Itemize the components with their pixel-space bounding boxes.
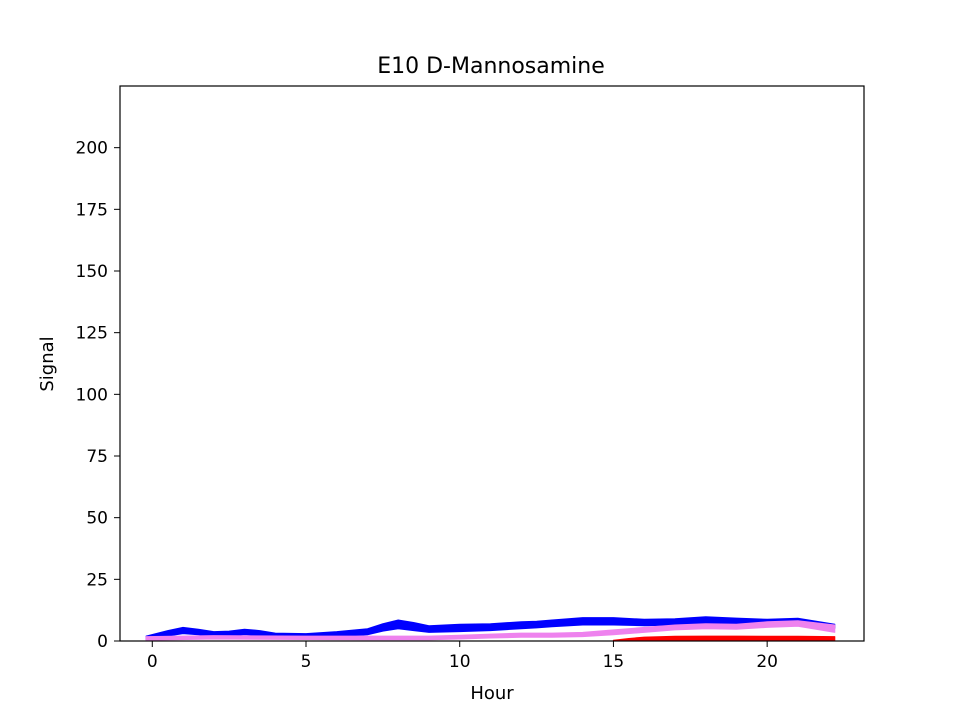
x-tick-label: 0 xyxy=(147,652,158,672)
y-tick-label: 100 xyxy=(76,385,108,405)
series-band-2 xyxy=(612,635,836,642)
series-band-1 xyxy=(145,620,836,641)
y-tick-label: 75 xyxy=(86,447,108,467)
y-tick-label: 200 xyxy=(76,139,108,159)
x-tick-label: 10 xyxy=(449,652,471,672)
series-layer xyxy=(145,616,836,642)
y-tick-label: 175 xyxy=(76,200,108,220)
y-tick-label: 150 xyxy=(76,262,108,282)
x-axis-label: Hour xyxy=(470,683,514,704)
y-tick-label: 125 xyxy=(76,324,108,344)
x-axis: 0 5 10 15 20 xyxy=(147,641,778,672)
y-axis: 0 25 50 75 100 125 150 175 200 xyxy=(76,139,120,652)
y-tick-label: 50 xyxy=(86,509,108,529)
x-tick-label: 15 xyxy=(603,652,625,672)
x-tick-label: 5 xyxy=(301,652,312,672)
chart-title: E10 D-Mannosamine xyxy=(377,54,605,79)
y-axis-label: Signal xyxy=(37,336,58,391)
plot-frame xyxy=(119,85,865,642)
y-tick-label: 0 xyxy=(97,632,108,652)
x-tick-label: 20 xyxy=(756,652,778,672)
y-tick-label: 25 xyxy=(86,570,108,590)
